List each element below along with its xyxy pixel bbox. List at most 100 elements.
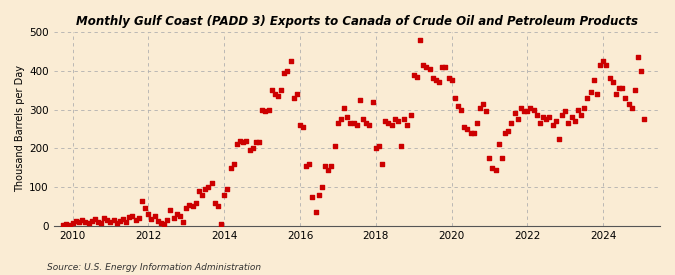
Point xyxy=(629,88,640,92)
Text: Source: U.S. Energy Information Administration: Source: U.S. Energy Information Administ… xyxy=(47,263,261,272)
Point xyxy=(377,162,387,166)
Point xyxy=(171,212,182,216)
Point xyxy=(632,55,643,59)
Point xyxy=(620,96,630,100)
Point xyxy=(544,115,555,119)
Point xyxy=(547,123,558,127)
Point xyxy=(506,121,517,125)
Point xyxy=(339,105,350,110)
Point xyxy=(134,216,144,220)
Point xyxy=(263,107,274,112)
Point xyxy=(317,185,327,189)
Point xyxy=(475,105,485,110)
Point xyxy=(516,105,526,110)
Point xyxy=(472,121,483,125)
Point xyxy=(465,131,476,135)
Point xyxy=(617,86,628,90)
Point xyxy=(108,218,119,223)
Point xyxy=(241,138,252,143)
Point xyxy=(310,210,321,214)
Point xyxy=(68,221,78,225)
Point xyxy=(335,117,346,122)
Point xyxy=(554,136,564,141)
Point xyxy=(105,220,116,224)
Point xyxy=(228,162,239,166)
Point xyxy=(329,144,340,148)
Point xyxy=(209,200,220,205)
Point xyxy=(510,111,520,116)
Point xyxy=(168,216,179,220)
Point xyxy=(235,138,246,143)
Point xyxy=(279,70,290,75)
Point xyxy=(117,217,128,221)
Point xyxy=(184,202,194,207)
Point xyxy=(500,131,511,135)
Point xyxy=(273,94,284,98)
Point xyxy=(304,162,315,166)
Point xyxy=(282,68,293,73)
Point xyxy=(371,146,381,150)
Y-axis label: Thousand Barrels per Day: Thousand Barrels per Day xyxy=(15,65,25,192)
Point xyxy=(203,185,214,189)
Point xyxy=(424,67,435,71)
Point xyxy=(408,72,419,77)
Point xyxy=(525,105,536,110)
Point xyxy=(531,113,542,117)
Point xyxy=(102,218,113,222)
Point xyxy=(313,193,324,197)
Point xyxy=(181,206,192,211)
Point xyxy=(342,115,353,119)
Point xyxy=(572,107,583,112)
Point xyxy=(326,164,337,168)
Point xyxy=(194,189,205,193)
Point xyxy=(86,219,97,223)
Point xyxy=(74,220,84,224)
Point xyxy=(155,221,166,225)
Point xyxy=(250,140,261,145)
Title: Monthly Gulf Coast (PADD 3) Exports to Canada of Crude Oil and Petroleum Product: Monthly Gulf Coast (PADD 3) Exports to C… xyxy=(76,15,638,28)
Point xyxy=(402,123,412,127)
Point xyxy=(292,92,302,96)
Point xyxy=(433,80,444,85)
Point xyxy=(563,121,574,125)
Point xyxy=(446,78,457,82)
Point xyxy=(89,217,100,221)
Point xyxy=(626,105,637,110)
Point xyxy=(541,117,551,122)
Point xyxy=(487,166,498,170)
Point xyxy=(232,142,242,147)
Point xyxy=(143,212,154,216)
Point xyxy=(608,80,618,85)
Point xyxy=(213,204,223,209)
Point xyxy=(639,117,649,122)
Point xyxy=(225,166,236,170)
Point xyxy=(159,222,169,226)
Point xyxy=(478,101,489,106)
Point xyxy=(582,96,593,100)
Point xyxy=(589,78,599,82)
Point xyxy=(115,219,126,223)
Point xyxy=(61,222,72,226)
Point xyxy=(578,105,589,110)
Point xyxy=(301,164,312,168)
Point xyxy=(254,140,265,145)
Point xyxy=(386,123,397,127)
Point xyxy=(247,146,258,150)
Point xyxy=(153,219,163,223)
Point xyxy=(111,221,122,225)
Point xyxy=(595,63,605,67)
Point xyxy=(601,63,612,67)
Point xyxy=(604,76,615,81)
Point xyxy=(430,78,441,82)
Point xyxy=(411,74,422,79)
Point xyxy=(92,220,103,224)
Point xyxy=(389,117,400,122)
Point xyxy=(288,96,299,100)
Point xyxy=(614,86,624,90)
Point xyxy=(244,148,255,152)
Point xyxy=(358,117,369,122)
Point xyxy=(392,119,403,123)
Point xyxy=(585,90,596,94)
Point xyxy=(222,187,233,191)
Point xyxy=(405,113,416,117)
